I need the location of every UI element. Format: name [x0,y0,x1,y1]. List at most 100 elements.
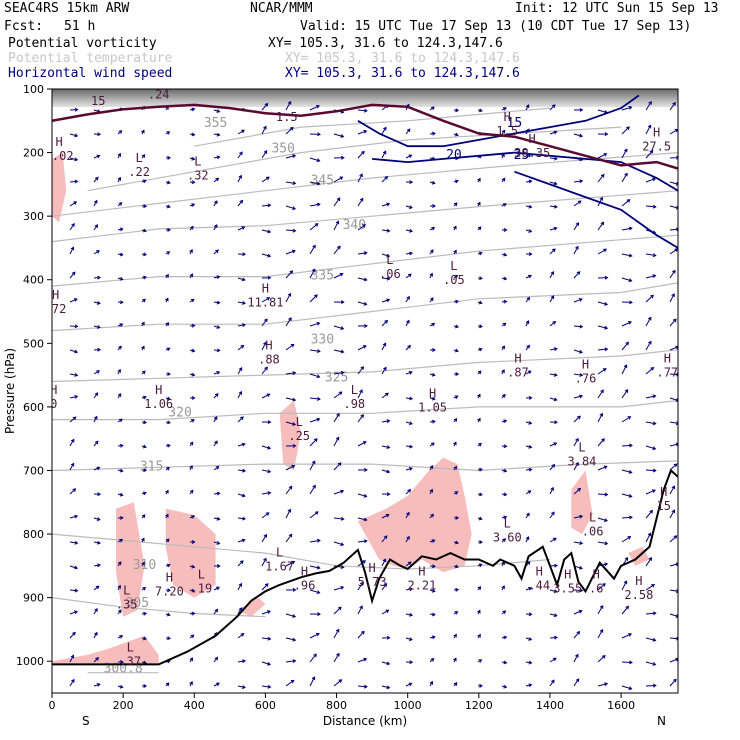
wind-arrow-head [94,607,98,612]
wind-arrow-head [70,462,75,467]
wind-arrow-head [166,466,170,471]
wind-arrow [69,416,77,423]
pv-extremum-kind: H [536,564,543,578]
wind-arrow-head [118,202,123,206]
wind-arrow [573,133,583,137]
wind-arrow-head [575,245,579,250]
wind-arrow-head [72,631,76,636]
wind-arrow [285,660,296,663]
wind-arrow [69,565,78,569]
wind-arrow-head [628,494,633,498]
wind-arrow [597,465,607,471]
wind-arrow [621,277,632,282]
wind-arrow [309,223,319,231]
pv-extremum-kind: H [301,564,308,578]
field-name-theta: Potential temperature [8,51,173,66]
wind-arrow [645,125,652,135]
wind-arrow-head [117,368,121,373]
wind-arrow-head [190,225,194,230]
wind-arrow [621,516,632,519]
wind-arrow [549,321,556,327]
wind-arrow [597,222,604,231]
wind-arrow-head [267,469,272,474]
wind-arrow-head [603,153,608,157]
wind-arrow-head [477,201,481,206]
wind-arrow [669,509,675,519]
wind-arrow [573,246,579,255]
wind-arrow [285,561,295,567]
wind-arrow-head [406,295,410,300]
wind-arrow [381,277,390,280]
wind-arrow-head [265,512,270,516]
pv-extremum-value: .98 [343,397,365,411]
wind-arrow [237,560,244,567]
wind-arrow-head [267,610,271,614]
wind-arrow-head [386,419,391,424]
wind-arrow [669,205,678,209]
wind-arrow-head [70,246,75,251]
wind-arrow [309,676,315,687]
wind-arrow [357,277,367,281]
wind-arrow [549,227,557,231]
wind-arrow [309,485,316,495]
wind-arrow [597,389,604,399]
wind-arrow [621,389,629,399]
wind-arrow [333,325,344,330]
wind-arrow [597,301,608,305]
pv-extremum-kind: H [155,383,162,397]
wind-arrow-head [316,590,321,595]
wind-arrow-head [94,392,99,397]
wind-arrow-head [454,132,459,137]
wind-arrow [285,181,296,184]
wind-arrow-head [408,154,413,159]
y-tick-label: 1000 [16,655,44,668]
wind-arrow-head [312,484,316,489]
wind-arrow [549,295,555,303]
wind-arrow-head [267,203,272,208]
wind-arrow-head [263,125,267,130]
wind-arrow-head [191,564,196,569]
wind-arrow-head [453,202,458,207]
wind-arrow-head [478,251,483,256]
wind-arrow-head [141,537,145,542]
wind-arrow-head [74,157,79,162]
wind-arrow-head [292,637,297,642]
wind-arrow-head [73,201,78,205]
wind-arrow [357,151,365,159]
wind-arrow [237,607,243,615]
wind-arrow-head [167,588,171,593]
wind-arrow-head [141,561,145,566]
wind-arrow [93,416,98,423]
wind-arrow-head [386,253,391,258]
x-tick-label: 0 [49,699,56,712]
wind-arrow [357,540,367,543]
wind-arrow [669,637,678,640]
wind-arrow [333,371,344,375]
wind-arrow-head [191,180,196,185]
wind-arrow [549,511,555,519]
wind-arrow-head [143,204,148,209]
wind-arrow-head [579,565,583,570]
pv-positive-region [357,457,472,573]
wind-arrow-head [96,466,101,471]
wind-arrow-head [430,297,434,302]
wind-arrow-head [647,124,652,129]
wind-arrow-head [340,155,345,160]
wind-arrow-head [602,583,606,587]
wind-arrow-head [191,107,196,112]
wind-arrow-head [267,229,272,234]
wind-arrow-head [142,395,147,400]
fcst-label: Fcst: [4,19,44,34]
wind-arrow-head [386,445,391,450]
wind-arrow [333,653,340,663]
wind-arrow [381,253,390,257]
x-tick-label: 800 [326,699,347,712]
wind-arrow [69,271,76,279]
wind-arrow-head [142,444,147,449]
wind-arrow-head [143,611,148,616]
wind-arrow-head [652,394,657,399]
wind-arrow-head [216,491,221,496]
wind-arrow [285,205,296,210]
wind-arrow-head [191,395,196,400]
